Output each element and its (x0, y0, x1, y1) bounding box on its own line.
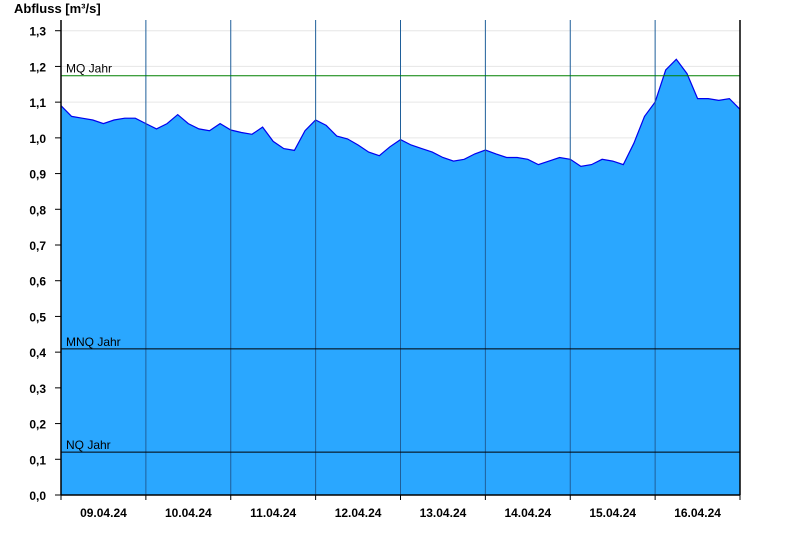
reference-line-label: MQ Jahr (66, 62, 112, 76)
y-tick-label: 0,5 (29, 310, 46, 324)
y-axis-label: Abfluss [m³/s] (14, 1, 101, 16)
y-tick-label: 0,2 (29, 418, 46, 432)
x-tick-label: 09.04.24 (80, 506, 127, 520)
y-axis: 0,0 0,1 0,2 0,3 0,4 0,5 0,6 0,7 0,8 0,9 1,0 1,1 1,2 1… (29, 20, 741, 503)
x-tick-label: 11.04.24 (250, 506, 296, 520)
y-tick-label: 0,0 (29, 489, 46, 503)
reference-line-label: NQ Jahr (66, 438, 111, 452)
y-tick-label: 0,1 (29, 453, 46, 467)
reference-lines: MQ Jahr MNQ Jahr NQ Jahr (61, 62, 740, 453)
x-tick-label: 14.04.24 (504, 506, 551, 520)
y-tick-label: 0,7 (29, 239, 46, 253)
y-tick-label: 0,9 (29, 168, 46, 182)
y-tick-label: 0,6 (29, 275, 46, 289)
reference-line-label: MNQ Jahr (66, 335, 121, 349)
x-tick-label: 10.04.24 (165, 506, 212, 520)
x-tick-label: 15.04.24 (589, 506, 636, 520)
x-tick-label: 16.04.24 (674, 506, 721, 520)
x-axis: 09.04.24 10.04.24 11.04.24 12.04.24 13.04.24… (60, 494, 741, 520)
y-tick-label: 1,0 (29, 132, 46, 146)
x-tick-label: 12.04.24 (335, 506, 382, 520)
x-tick-label: 13.04.24 (420, 506, 467, 520)
y-tick-label: 1,1 (29, 96, 46, 110)
y-tick-label: 0,3 (29, 382, 46, 396)
y-tick-label: 0,8 (29, 203, 46, 217)
y-tick-label: 1,2 (29, 60, 46, 74)
y-tick-label: 0,4 (29, 346, 46, 360)
day-separators (145, 20, 656, 495)
y-tick-label: 1,3 (29, 25, 46, 39)
